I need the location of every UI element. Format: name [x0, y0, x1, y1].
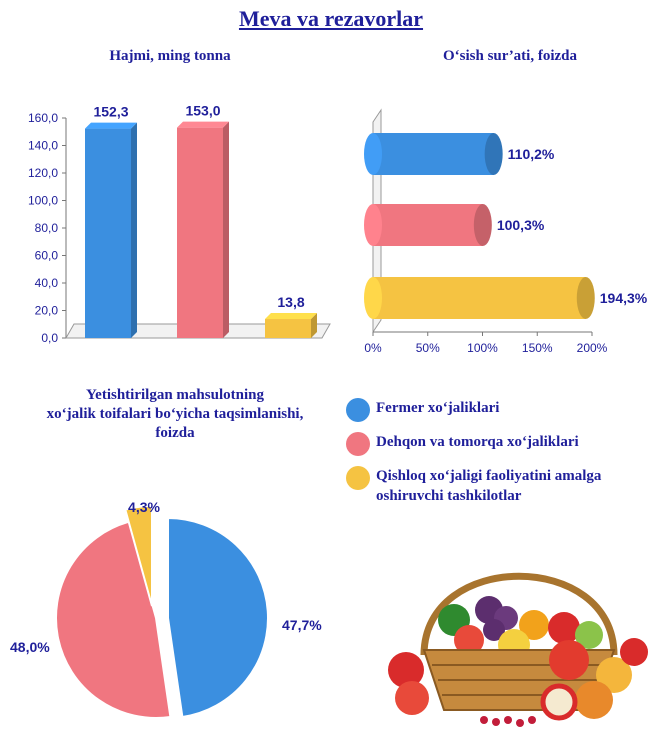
- y-tick-label: 20,0: [35, 304, 59, 318]
- hbar-start-0: [364, 133, 382, 175]
- legend-label-farmer: Fermer xo‘jaliklari: [376, 400, 500, 416]
- pie-slice-1: [54, 520, 172, 719]
- pie-slice-2: [124, 504, 153, 607]
- hbar-body-0: [373, 133, 494, 175]
- bar-side-1: [223, 121, 229, 338]
- pie-slice-0: [167, 516, 269, 719]
- hbar-value-label: 100,3%: [497, 217, 545, 233]
- growth-hbar-chart: 0% 50% 100% 150% 200% 110,2% 100,3% 194,3%: [364, 108, 648, 355]
- hbar-value-label: 194,3%: [600, 290, 648, 306]
- x-tick-label: 100%: [467, 341, 498, 355]
- legend-item-organizations: Qishloq xo‘jaligi faoliyatini amalga osh…: [346, 466, 656, 506]
- y-tick-label: 160,0: [28, 111, 58, 125]
- bar-top-0: [85, 122, 137, 129]
- bar-top-1: [177, 121, 229, 128]
- y-tick-label: 40,0: [35, 276, 59, 290]
- hbar-start-1: [364, 204, 382, 246]
- bar-value-label: 153,0: [185, 103, 220, 119]
- y-tick-label: 80,0: [35, 221, 59, 235]
- hbar-cap-1: [473, 204, 492, 246]
- legend-dot-dehqon: [346, 432, 370, 456]
- bar-side-2: [311, 313, 317, 338]
- bar-side-0: [131, 122, 137, 339]
- pie-value-label: 47,7%: [282, 617, 322, 633]
- hbar-start-2: [364, 277, 382, 319]
- hbar-body-2: [373, 277, 586, 319]
- legend-dot-organizations: [346, 466, 370, 490]
- x-tick-label: 0%: [364, 341, 382, 355]
- pie-value-label: 48,0%: [10, 639, 50, 655]
- pie-chart-title: Yetishtirilgan mahsulotning xo‘jalik toi…: [10, 386, 340, 443]
- hbar-body-1: [373, 204, 483, 246]
- bar-chart-title: Hajmi, ming tonna: [109, 48, 231, 64]
- bar-front-1: [177, 127, 223, 338]
- bar-value-label: 13,8: [277, 294, 304, 310]
- fruit-basket-icon: [388, 572, 648, 727]
- x-tick-label: 150%: [522, 341, 553, 355]
- y-tick-label: 0,0: [41, 331, 58, 345]
- x-tick-label: 200%: [577, 341, 608, 355]
- y-tick-label: 140,0: [28, 139, 58, 153]
- hbar-value-label: 110,2%: [508, 146, 555, 162]
- y-tick-label: 60,0: [35, 249, 59, 263]
- y-tick-label: 100,0: [28, 194, 58, 208]
- hbar-cap-0: [484, 133, 503, 175]
- y-tick-label: 120,0: [28, 166, 58, 180]
- legend-label-dehqon: Dehqon va tomorqa xo‘jaliklari: [376, 434, 579, 450]
- hbar-cap-2: [576, 277, 595, 319]
- hbar-chart-title: O‘sish sur’ati, foizda: [442, 48, 578, 64]
- legend-item-farmer: Fermer xo‘jaliklari: [346, 398, 656, 422]
- bar-top-2: [265, 313, 317, 320]
- page-title: Meva va rezavorlar: [238, 6, 424, 31]
- bar-front-2: [265, 319, 311, 338]
- bar-front-0: [85, 128, 131, 338]
- pie-title-line-3: foizda: [155, 425, 195, 441]
- pie-title-line-2: xo‘jalik toifalari bo‘yicha taqsimlanish…: [46, 406, 304, 422]
- pie-title-line-1: Yetishtirilgan mahsulotning: [86, 387, 264, 403]
- x-tick-label: 50%: [416, 341, 440, 355]
- bar-value-label: 152,3: [93, 104, 128, 120]
- pie-value-label: 4,3%: [128, 499, 160, 515]
- distribution-pie-chart: 47,7% 48,0% 4,3%: [10, 499, 322, 719]
- volume-bar-chart: 0,0 20,0 40,0 60,0 80,0 100,0 120,0 140,0 160,0 1…: [28, 103, 331, 345]
- legend-label-organizations: Qishloq xo‘jaligi faoliyatini amalga osh…: [376, 468, 602, 504]
- legend-dot-farmer: [346, 398, 370, 422]
- legend-item-dehqon: Dehqon va tomorqa xo‘jaliklari: [346, 432, 656, 456]
- legend: Fermer xo‘jaliklari Dehqon va tomorqa xo…: [346, 398, 656, 520]
